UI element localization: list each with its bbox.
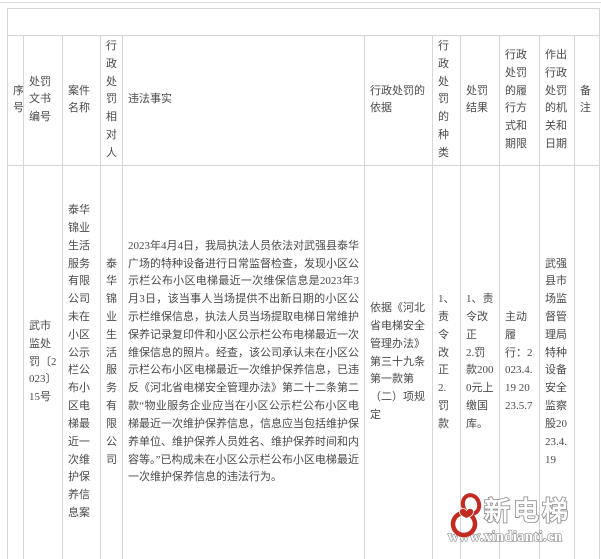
xindianti-watermark-logo: 新电梯 www.xindianti.cn xyxy=(444,488,600,552)
col-header-serial: 序号 xyxy=(7,35,24,166)
col-header-doc-no: 处罚文书编号 xyxy=(23,35,63,166)
cell-case-name: 泰华锦业生活服务有限公司未在小区公示栏公布小区电梯最近一次维护保养信息案 xyxy=(62,164,101,559)
cell-penalty-result: 1、责令改正 2.罚款2000元上缴国库。 xyxy=(460,164,500,559)
cell-facts: 2023年4月4日，我局执法人员依法对武强县泰华广场的特种设备进行日常监督检查，… xyxy=(122,164,365,559)
cell-execution: 主动履行：2023.4.19 2023.5.7 xyxy=(499,164,540,559)
cell-basis: 依据《河北省电梯安全管理办法》第三十九条第一款第（二）项规定 xyxy=(364,164,433,559)
col-header-facts: 违法事实 xyxy=(122,35,365,166)
col-header-party: 行政处罚相对人 xyxy=(100,35,123,166)
col-header-basis: 行政处罚的依据 xyxy=(364,35,433,166)
col-header-penalty-type: 行政处罚的种类 xyxy=(432,35,461,166)
col-header-execution: 行政处罚的履行方式和期限 xyxy=(499,35,540,166)
table-data-row: 武市监处罚〔2023〕15号 泰华锦业生活服务有限公司未在小区公示栏公布小区电梯… xyxy=(7,164,600,559)
cell-authority-date: 武强县市场监督管理局特种设备安全监察股2023.4.19 xyxy=(539,164,575,559)
cell-serial xyxy=(7,164,24,559)
col-header-authority-date: 作出行政处罚的机关和日期 xyxy=(539,35,575,166)
col-header-remark: 备注 xyxy=(574,35,600,166)
brand-url-text: www.xindianti.cn xyxy=(448,529,562,545)
col-header-penalty-result: 处罚结果 xyxy=(460,35,500,166)
cell-doc-no: 武市监处罚〔2023〕15号 xyxy=(23,164,63,559)
brand-8-heart-icon xyxy=(450,493,482,538)
table-header-row: 序号 处罚文书编号 案件名称 行政处罚相对人 违法事实 行政处罚的依据 行政处罚… xyxy=(7,35,600,166)
page-top-divider xyxy=(0,2,601,3)
table-title-row xyxy=(7,8,600,36)
cell-party: 泰华锦业生活服务有限公司 xyxy=(100,164,123,559)
cell-remark xyxy=(574,164,600,559)
col-header-case-name: 案件名称 xyxy=(62,35,101,166)
penalty-disclosure-table: 序号 处罚文书编号 案件名称 行政处罚相对人 违法事实 行政处罚的依据 行政处罚… xyxy=(7,8,600,559)
title-row-cell xyxy=(7,8,600,36)
brand-name-text: 新电梯 xyxy=(484,496,571,526)
logo-text: 新电梯 www.xindianti.cn xyxy=(447,495,571,546)
